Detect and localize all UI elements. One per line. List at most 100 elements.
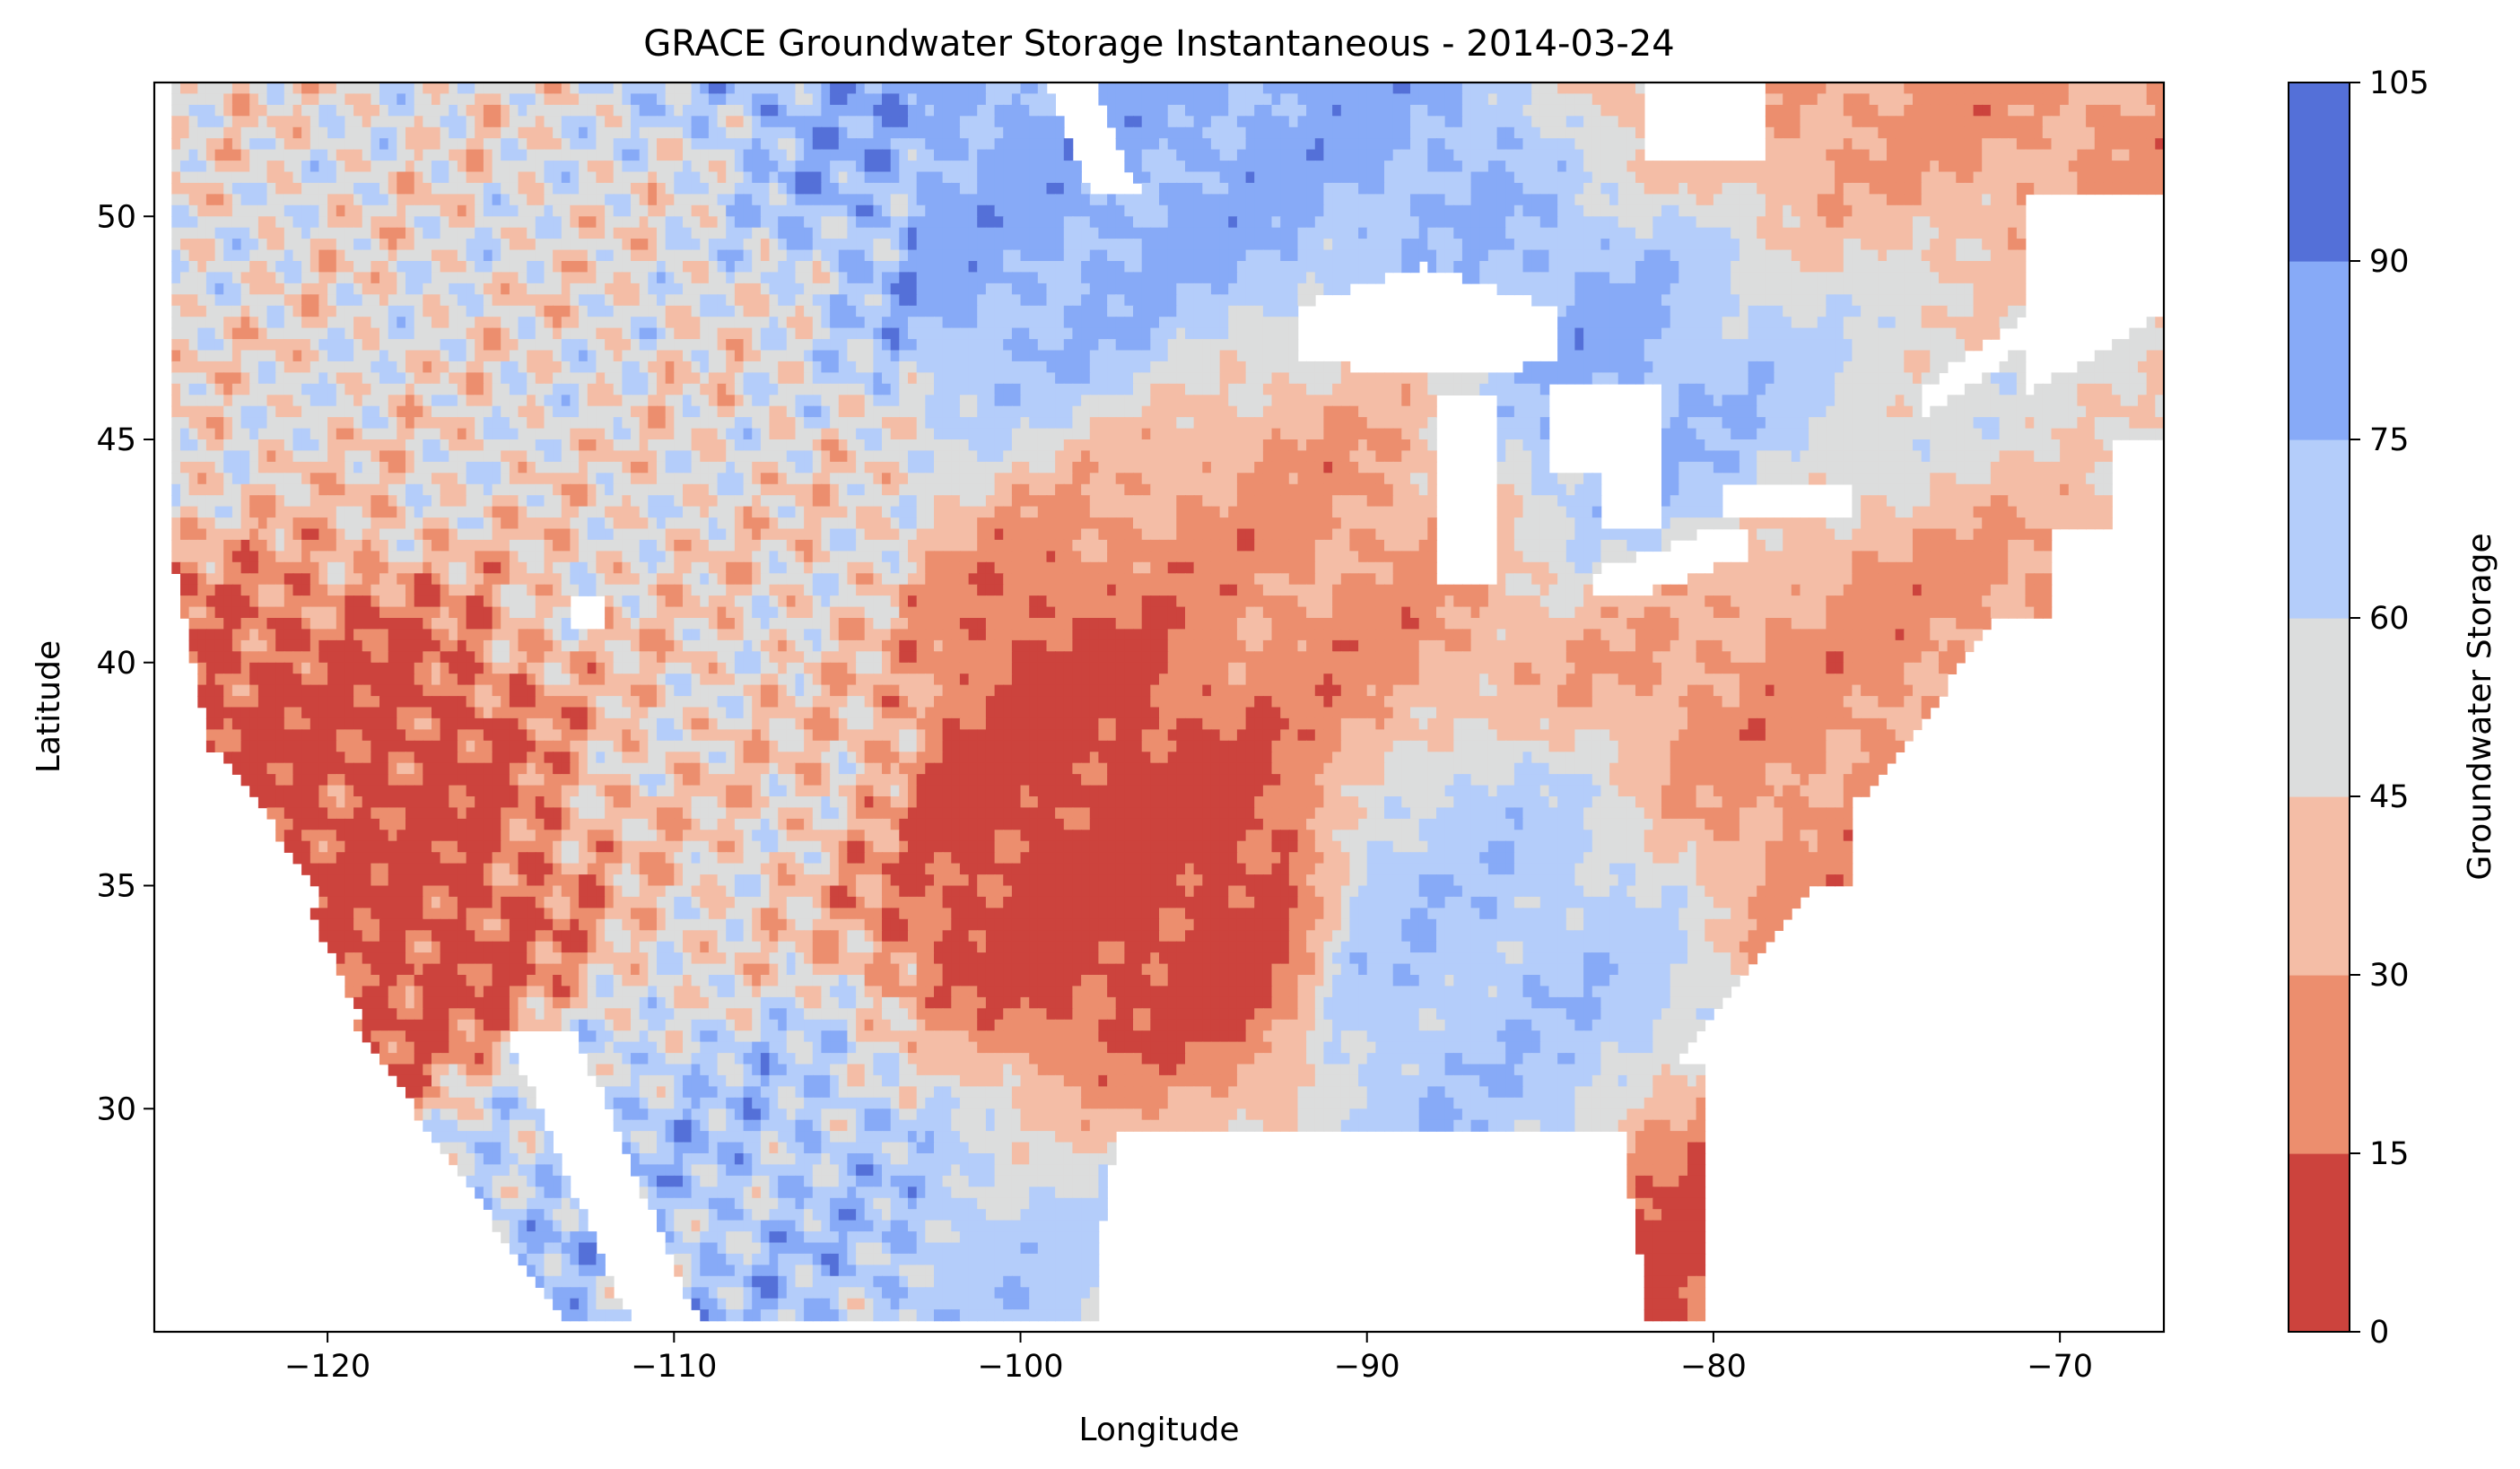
map-cell xyxy=(336,83,346,94)
map-cell xyxy=(1583,83,1593,94)
map-cell xyxy=(545,83,554,94)
map-cell xyxy=(1635,216,1645,228)
map-cell xyxy=(865,83,875,94)
map-cell xyxy=(796,261,806,273)
map-cell xyxy=(206,216,216,228)
map-cell xyxy=(1003,127,1013,139)
map-cell xyxy=(1471,261,1481,273)
map-cell xyxy=(718,83,728,94)
map-cell xyxy=(484,250,493,262)
map-cell xyxy=(1861,328,1870,340)
map-cell xyxy=(1497,93,1507,105)
map-cell xyxy=(925,116,935,127)
map-cell xyxy=(908,83,918,94)
map-cell xyxy=(588,172,597,184)
map-cell xyxy=(804,283,814,295)
map-cell xyxy=(2138,150,2148,161)
map-cell xyxy=(1948,183,1958,195)
map-cell xyxy=(622,194,632,205)
map-cell xyxy=(249,250,259,262)
map-cell xyxy=(873,138,883,150)
map-cell xyxy=(1488,239,1498,250)
map-cell xyxy=(1635,317,1645,328)
map-cell xyxy=(1835,250,1844,262)
map-cell xyxy=(223,283,233,295)
map-cell xyxy=(596,127,606,139)
map-cell xyxy=(519,294,528,306)
map-cell xyxy=(405,317,415,328)
map-cell xyxy=(501,93,510,105)
map-cell xyxy=(700,306,710,317)
map-cell xyxy=(336,93,346,105)
map-cell xyxy=(258,150,268,161)
map-cell xyxy=(1948,272,1958,283)
map-cell xyxy=(882,150,892,161)
map-cell xyxy=(934,328,944,340)
map-cell xyxy=(405,294,415,306)
map-cell xyxy=(241,150,251,161)
map-cell xyxy=(1228,83,1238,94)
plot-area xyxy=(154,83,2174,1332)
map-cell xyxy=(1202,161,1212,172)
map-cell xyxy=(440,216,450,228)
map-cell xyxy=(1367,116,1377,127)
map-cell xyxy=(2026,83,2036,94)
map-cell xyxy=(1757,183,1766,195)
map-cell xyxy=(1211,272,1221,283)
map-cell xyxy=(1505,105,1515,117)
map-cell xyxy=(223,261,233,273)
map-cell xyxy=(1401,138,1411,150)
map-cell xyxy=(1116,205,1126,217)
map-cell xyxy=(1479,183,1489,195)
map-cell xyxy=(1566,172,1576,184)
map-cell xyxy=(1549,138,1559,150)
map-cell xyxy=(1783,239,1792,250)
map-cell xyxy=(275,250,285,262)
map-cell xyxy=(666,183,676,195)
map-cell xyxy=(1185,216,1195,228)
map-cell xyxy=(318,138,328,150)
map-cell xyxy=(2017,239,2027,250)
map-cell xyxy=(1974,283,1984,295)
map-cell xyxy=(1740,328,1749,340)
map-cell xyxy=(1713,261,1723,273)
map-cell xyxy=(934,216,944,228)
map-cell xyxy=(1185,239,1195,250)
map-cell xyxy=(1064,317,1074,328)
map-cell xyxy=(241,294,251,306)
map-cell xyxy=(510,272,519,283)
map-cell xyxy=(545,105,554,117)
map-cell xyxy=(1592,161,1602,172)
map-cell xyxy=(1306,216,1316,228)
map-cell xyxy=(1419,228,1429,239)
map-cell xyxy=(2129,183,2139,195)
map-cell xyxy=(1974,272,1984,283)
map-cell xyxy=(1098,194,1108,205)
map-cell xyxy=(1626,105,1636,117)
map-cell xyxy=(1766,93,1775,105)
map-cell xyxy=(882,317,892,328)
map-cell xyxy=(1047,150,1057,161)
map-cell xyxy=(1766,306,1775,317)
map-cell xyxy=(1583,127,1593,139)
map-cell xyxy=(484,272,493,283)
map-cell xyxy=(1896,294,1905,306)
map-cell xyxy=(1774,283,1784,295)
map-cell xyxy=(1618,294,1628,306)
map-cell xyxy=(1471,93,1481,105)
map-cell xyxy=(1626,194,1636,205)
map-cell xyxy=(1280,283,1290,295)
map-cell xyxy=(1246,216,1256,228)
map-cell xyxy=(882,127,892,139)
map-cell xyxy=(1150,272,1160,283)
map-cell xyxy=(1774,250,1784,262)
map-cell xyxy=(1090,328,1100,340)
map-cell xyxy=(1626,261,1636,273)
map-cell xyxy=(1367,161,1377,172)
map-cell xyxy=(1748,228,1758,239)
map-cell xyxy=(1904,127,1914,139)
map-cell xyxy=(1228,250,1238,262)
map-cell xyxy=(770,228,780,239)
map-cell xyxy=(249,116,259,127)
map-cell xyxy=(1913,93,1923,105)
